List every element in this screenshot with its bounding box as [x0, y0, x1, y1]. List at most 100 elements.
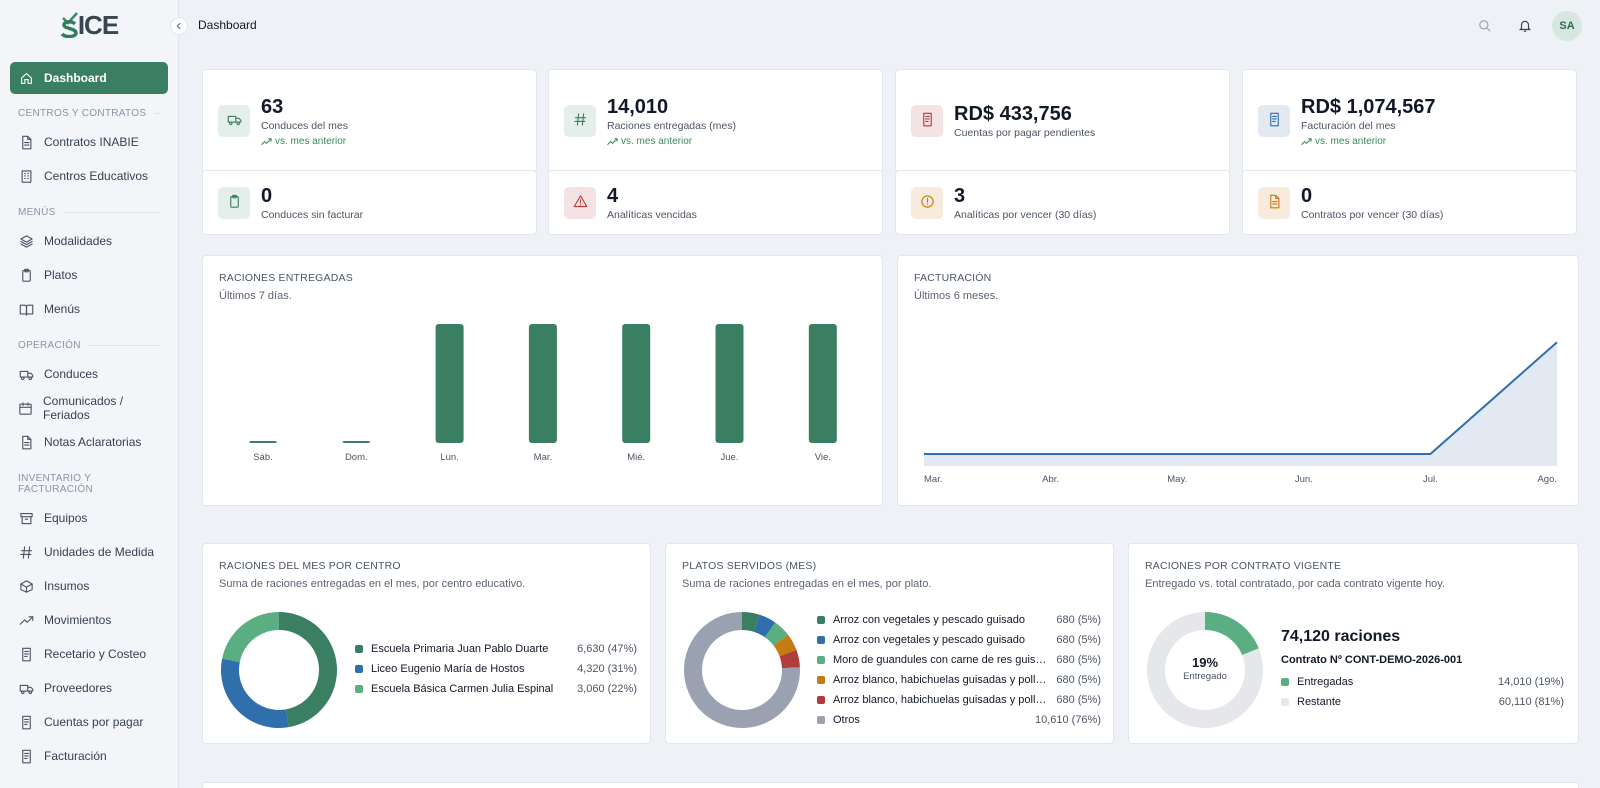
sidebar-item-label: Modalidades [44, 234, 113, 248]
stat-card[interactable]: 0 Conduces sin facturar [202, 170, 537, 235]
stat-card[interactable]: 14,010 Raciones entregadas (mes) vs. mes … [548, 69, 883, 173]
panel-title: RACIONES POR CONTRATO VIGENTE [1145, 560, 1342, 572]
stat-card[interactable]: 63 Conduces del mes vs. mes anterior [202, 69, 537, 173]
collapse-sidebar-button[interactable] [170, 17, 188, 35]
layers-icon [18, 233, 34, 249]
stat-icon-badge [218, 186, 250, 219]
sidebar-item-label: Contratos INABIE [44, 135, 139, 149]
chevron-left-icon [176, 22, 181, 30]
bell-icon [1518, 20, 1532, 32]
sidebar-item-platos[interactable]: Platos [10, 258, 168, 292]
legend-label: Arroz blanco, habichuelas guisadas y pol… [833, 674, 1049, 686]
x-tick-label: Dom. [345, 452, 368, 463]
donut-slice[interactable] [764, 622, 788, 646]
legend-swatch [817, 676, 825, 684]
donut-slice[interactable] [279, 612, 338, 728]
bar[interactable] [342, 441, 371, 443]
x-tick-label: Jue. [721, 452, 739, 463]
stat-value: 0 [261, 184, 273, 207]
sidebar-item-dashboard[interactable]: Dashboard [10, 62, 168, 94]
bar[interactable] [249, 441, 277, 443]
legend-swatch [355, 645, 363, 653]
contrato-panel: RACIONES POR CONTRATO VIGENTE Entregado … [1128, 543, 1579, 744]
donut-slice[interactable] [1147, 612, 1263, 728]
x-tick-label: Vie. [815, 452, 831, 463]
sidebar-item-comunicados-feriados[interactable]: Comunicados / Feriados [10, 391, 168, 425]
x-tick-label: Jun. [1295, 474, 1313, 485]
sidebar: ICE Dashboard CENTROS Y CONTRATOS Contrat… [0, 0, 179, 788]
sidebar-item-modalidades[interactable]: Modalidades [10, 224, 168, 258]
stat-value: 4 [607, 184, 619, 207]
donut-slice[interactable] [222, 612, 279, 663]
legend-value: 680 (5%) [1056, 634, 1101, 646]
stat-icon-badge [911, 105, 943, 137]
sidebar-item-proveedores[interactable]: Proveedores [10, 671, 168, 705]
donut-slice[interactable] [1205, 612, 1259, 656]
app-logo[interactable]: ICE [0, 0, 178, 50]
legend-value: 4,320 (31%) [577, 663, 637, 675]
sidebar-item-movimientos[interactable]: Movimientos [10, 603, 168, 637]
stat-trend-text: vs. mes anterior [275, 135, 347, 147]
donut-slice[interactable] [779, 650, 800, 669]
search-button[interactable] [1472, 13, 1498, 39]
bar[interactable] [808, 324, 837, 443]
sidebar-item-insumos[interactable]: Insumos [10, 569, 168, 603]
panel-subtitle: Suma de raciones entregadas en el mes, p… [682, 578, 932, 590]
bar[interactable] [435, 324, 464, 443]
donut-slice[interactable] [754, 614, 776, 638]
home-icon [18, 70, 34, 86]
legend-item: Arroz blanco, habichuelas guisadas y pol… [817, 670, 1101, 690]
series-line[interactable] [924, 341, 1558, 455]
notifications-button[interactable] [1512, 13, 1538, 39]
stat-card[interactable]: 0 Contratos por vencer (30 días) [1242, 170, 1577, 235]
stat-card[interactable]: RD$ 1,074,567 Facturación del mes vs. mes… [1242, 69, 1577, 173]
contrato-legend: Entregadas 14,010 (19%) Restante 60,110 (81… [1281, 672, 1564, 712]
stat-value: 14,010 [607, 95, 669, 118]
sidebar-item-cuentas-por-pagar[interactable]: Cuentas por pagar [10, 705, 168, 739]
sidebar-item-menus[interactable]: Menús [10, 292, 168, 326]
legend-label: Restante [1297, 696, 1342, 708]
stat-label: Contratos por vencer (30 días) [1301, 208, 1444, 221]
panel-subtitle: Suma de raciones entregadas en el mes, p… [219, 578, 526, 590]
package-icon [18, 578, 34, 594]
donut-slice[interactable] [221, 658, 289, 728]
legend-swatch [817, 656, 825, 664]
stat-card[interactable]: 3 Analíticas por vencer (30 días) [895, 170, 1230, 235]
donut-slice[interactable] [684, 612, 800, 728]
hash-icon [18, 544, 34, 560]
donut-slice[interactable] [773, 634, 797, 657]
bar[interactable] [715, 324, 744, 443]
panel-title: PLATOS SERVIDOS (MES) [682, 560, 817, 572]
legend-item: Arroz blanco, habichuelas guisadas y pol… [817, 690, 1101, 710]
sidebar-item-centros-educativos[interactable]: Centros Educativos [10, 159, 168, 193]
sidebar-item-label: Menús [44, 302, 81, 316]
truck-icon [18, 366, 34, 382]
sidebar-item-conduces[interactable]: Conduces [10, 357, 168, 391]
bottom-card [202, 782, 1579, 788]
x-tick-label: May. [1167, 474, 1187, 485]
sidebar-item-label: Conduces [44, 367, 99, 381]
x-tick-label: Sáb. [253, 452, 273, 463]
donut-slice[interactable] [742, 612, 760, 632]
user-avatar[interactable]: SA [1552, 11, 1582, 41]
stat-card[interactable]: RD$ 433,756 Cuentas por pagar pendientes [895, 69, 1230, 173]
sidebar-item-facturacion[interactable]: Facturación [10, 739, 168, 773]
legend-label: Escuela Primaria Juan Pablo Duarte [371, 643, 549, 655]
sidebar-item-contratos-inabie[interactable]: Contratos INABIE [10, 125, 168, 159]
bar[interactable] [622, 324, 651, 443]
sidebar-item-unidades-de-medida[interactable]: Unidades de Medida [10, 535, 168, 569]
stat-icon-badge [218, 105, 250, 137]
sidebar-section-label: CENTROS Y CONTRATOS [18, 108, 160, 119]
sidebar-item-equipos[interactable]: Equipos [10, 501, 168, 535]
sidebar-item-notas-aclaratorias[interactable]: Notas Aclaratorias [10, 425, 168, 459]
sidebar-item-label: Facturación [44, 749, 107, 763]
stat-value: RD$ 1,074,567 [1301, 95, 1436, 118]
platos-donut-chart [684, 612, 800, 728]
sidebar-item-recetario-y-costeo[interactable]: Recetario y Costeo [10, 637, 168, 671]
stat-card[interactable]: 4 Analíticas vencidas [548, 170, 883, 235]
alert-triangle-icon [573, 194, 588, 212]
stat-icon-badge [564, 186, 596, 219]
bar[interactable] [528, 324, 557, 443]
centro-donut-chart [221, 612, 338, 728]
contrato-total: 74,120 raciones [1281, 628, 1401, 645]
